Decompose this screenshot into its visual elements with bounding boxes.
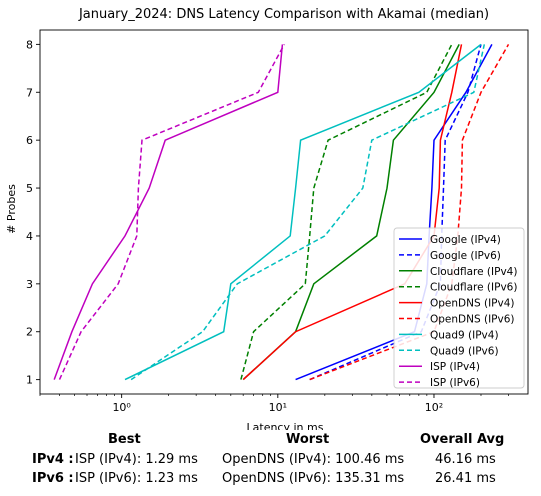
summary-header-avg: Overall Avg — [420, 432, 505, 447]
legend-label: OpenDNS (IPv4) — [430, 298, 515, 310]
summary-best-value: ISP (IPv6): 1.23 ms — [75, 471, 198, 486]
summary-avg-value: 46.16 ms — [435, 452, 496, 467]
summary-row-label: IPv6 : — [32, 471, 74, 486]
x-tick-label: 10² — [425, 401, 443, 414]
summary-header-best: Best — [108, 432, 141, 447]
summary-row-label: IPv4 : — [32, 452, 74, 467]
series-line — [309, 44, 510, 381]
legend: Google (IPv4) Google (IPv6) Cloudflare (IP… — [393, 227, 525, 389]
legend-label: ISP (IPv4) — [430, 361, 480, 373]
legend-label: Quad9 (IPv4) — [430, 329, 499, 341]
y-tick-label: 6 — [26, 134, 33, 147]
legend-label: Google (IPv6) — [430, 250, 501, 262]
latency-chart: January_2024: DNS Latency Comparison wit… — [5, 7, 529, 430]
x-tick-label: 10⁰ — [112, 401, 131, 414]
y-axis-label: # Probes — [5, 184, 18, 234]
series-line — [130, 44, 486, 381]
series-line — [242, 44, 463, 381]
series-line — [58, 44, 285, 380]
summary-worst-value: OpenDNS (IPv6): 135.31 ms — [222, 471, 405, 486]
y-tick-label: 7 — [26, 86, 33, 99]
legend-label: Quad9 (IPv6) — [430, 345, 499, 357]
y-tick-label: 5 — [26, 182, 33, 195]
y-tick-label: 3 — [26, 278, 33, 291]
x-axis-label: Latency in ms — [247, 421, 324, 430]
summary-header-worst: Worst — [286, 432, 330, 447]
series-line — [124, 43, 482, 381]
chart-title: January_2024: DNS Latency Comparison wit… — [78, 7, 489, 22]
y-tick-label: 1 — [26, 374, 33, 387]
y-tick-label: 2 — [26, 326, 33, 339]
y-tick-label: 4 — [26, 230, 33, 243]
series-line — [242, 44, 460, 381]
legend-label: OpenDNS (IPv6) — [430, 314, 515, 326]
x-tick-label: 10¹ — [269, 401, 287, 414]
legend-label: Cloudflare (IPv4) — [430, 266, 517, 278]
legend-box — [393, 227, 525, 389]
summary-best-value: ISP (IPv4): 1.29 ms — [75, 452, 198, 467]
axes-frame — [39, 29, 529, 395]
legend-label: ISP (IPv6) — [430, 377, 480, 389]
y-tick-label: 8 — [26, 38, 33, 51]
series-line — [240, 44, 453, 380]
legend-label: Cloudflare (IPv6) — [430, 282, 517, 294]
series-line — [53, 44, 284, 380]
summary-avg-value: 26.41 ms — [435, 471, 496, 486]
summary-worst-value: OpenDNS (IPv4): 100.46 ms — [222, 452, 405, 467]
legend-label: Google (IPv4) — [430, 234, 501, 246]
plot-area: 10⁰ 10¹ 10² 1 2 3 4 5 6 7 8 — [26, 29, 529, 414]
